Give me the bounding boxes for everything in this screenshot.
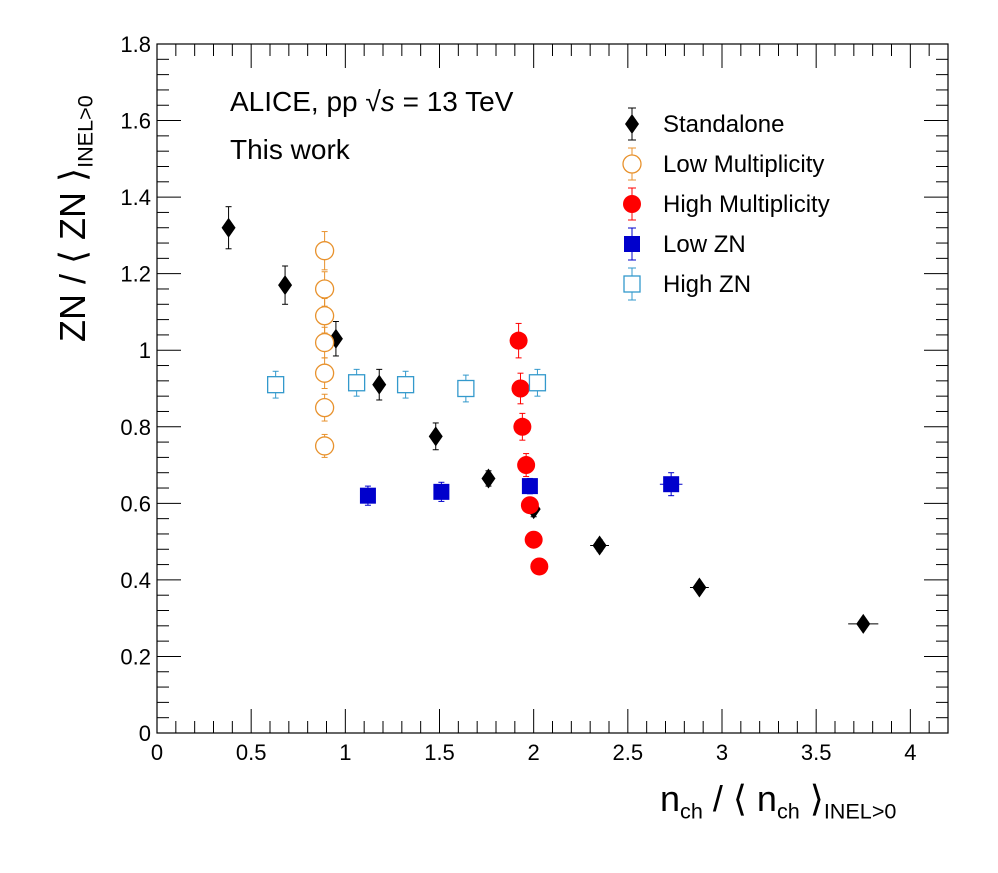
x-tick-label: 2 xyxy=(528,740,540,765)
x-title-close: ⟩ xyxy=(809,778,824,819)
data-point xyxy=(521,478,538,495)
data-point xyxy=(524,530,543,549)
x-axis-title: nch / ⟨ nch ⟩INEL>0 xyxy=(660,778,896,822)
data-point xyxy=(278,275,293,296)
legend-label-standalone: Standalone xyxy=(663,111,785,138)
x-tick-label: 1 xyxy=(339,740,351,765)
legend-label-low-multiplicity: Low Multiplicity xyxy=(663,151,825,178)
x-tick-label: 3.5 xyxy=(801,740,832,765)
data-point xyxy=(266,376,285,394)
legend-label-high-multiplicity: High Multiplicity xyxy=(663,191,830,218)
data-point xyxy=(221,217,236,238)
legend-label-low-zn: Low ZN xyxy=(663,231,746,258)
open-circle-marker-icon xyxy=(622,147,642,181)
legend-item-low-multiplicity: Low Multiplicity xyxy=(618,146,918,182)
y-tick-label: 0.6 xyxy=(120,491,151,516)
x-tick-label: 2.5 xyxy=(613,740,644,765)
data-point xyxy=(520,496,539,515)
filled-square-marker-icon xyxy=(624,227,640,261)
data-point xyxy=(528,374,547,392)
data-point xyxy=(372,374,387,395)
legend-item-standalone: Standalone xyxy=(618,106,918,142)
data-point xyxy=(314,279,335,299)
data-markers xyxy=(221,206,879,634)
x-title-sub: ch xyxy=(680,798,703,824)
annotation-prefix: ALICE, pp xyxy=(230,86,358,117)
data-point xyxy=(396,376,415,394)
annotation-energy: = 13 TeV xyxy=(402,86,514,117)
axes: 0 0.5 1 1.5 2 2.5 3 3.5 4 0 0.2 0.4 0.6 0.8 1 1.2 1.4 1.6… xyxy=(120,32,949,765)
filled-circle-marker-icon xyxy=(623,187,641,221)
data-point xyxy=(314,397,335,418)
x-title-mid: / ⟨ n xyxy=(712,778,777,819)
x-tick-label: 1.5 xyxy=(424,740,455,765)
data-point xyxy=(481,468,496,489)
series-high-multiplicity xyxy=(509,322,549,576)
data-point xyxy=(314,436,335,456)
data-point xyxy=(347,374,366,392)
data-point xyxy=(433,483,450,500)
x-title-n: n xyxy=(660,778,681,819)
y-tick-label: 0.4 xyxy=(120,568,151,593)
x-title-close-sub: INEL>0 xyxy=(823,798,897,824)
annotation-sqrt-s: √s xyxy=(365,86,395,117)
y-title-sub: INEL>0 xyxy=(72,95,98,168)
data-point xyxy=(428,426,443,447)
data-point xyxy=(530,557,549,576)
y-tick-label: 1.4 xyxy=(120,185,151,210)
y-tick-label: 1.8 xyxy=(120,32,151,57)
y-tick-label: 1.2 xyxy=(120,262,151,287)
legend-item-high-zn: High ZN xyxy=(618,266,918,302)
data-point xyxy=(314,332,335,353)
series-standalone xyxy=(221,206,879,634)
legend-item-high-multiplicity: High Multiplicity xyxy=(618,186,918,222)
series-high-zn xyxy=(266,368,547,403)
data-point xyxy=(692,577,707,598)
open-square-marker-icon xyxy=(623,267,641,301)
diamond-marker-icon xyxy=(625,107,639,141)
data-point xyxy=(457,379,475,398)
data-point xyxy=(314,363,335,383)
data-point xyxy=(513,417,532,436)
this-work-annotation: This work xyxy=(230,134,350,165)
legend-item-low-zn: Low ZN xyxy=(618,226,918,262)
x-tick-label: 0.5 xyxy=(236,740,267,765)
y-tick-label: 0.8 xyxy=(120,415,151,440)
data-point xyxy=(856,613,871,634)
y-tick-label: 0 xyxy=(139,721,151,746)
y-title-main: ZN / ⟨ ZN ⟩ xyxy=(52,167,93,342)
series-low-zn xyxy=(359,472,683,506)
y-tick-label: 1.6 xyxy=(120,109,151,134)
data-point xyxy=(509,331,528,350)
data-point xyxy=(314,241,335,261)
series-low-multiplicity xyxy=(314,231,335,458)
x-tick-label: 4 xyxy=(904,740,916,765)
experiment-annotation: ALICE, pp √s = 13 TeV xyxy=(230,86,513,118)
y-tick-label: 0.2 xyxy=(120,644,151,669)
legend-label-high-zn: High ZN xyxy=(663,271,752,298)
x-tick-label: 3 xyxy=(716,740,728,765)
data-point xyxy=(511,379,530,398)
y-tick-label: 1 xyxy=(139,338,151,363)
x-title-mid-sub: ch xyxy=(776,798,800,824)
data-point xyxy=(517,456,536,475)
x-tick-label: 0 xyxy=(151,740,163,765)
data-point xyxy=(663,476,680,493)
data-point xyxy=(592,535,607,556)
data-point xyxy=(314,306,335,326)
y-axis-title: ZN / ⟨ ZN ⟩INEL>0 xyxy=(52,95,98,342)
data-point xyxy=(359,487,376,504)
